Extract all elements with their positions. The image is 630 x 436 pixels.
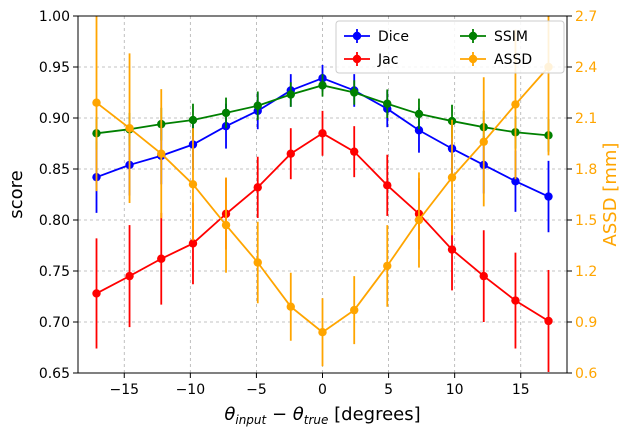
data-point	[253, 101, 262, 110]
data-point	[511, 100, 520, 109]
x-label-sub-input: input	[235, 413, 267, 427]
y2-tick-label: 2.1	[575, 111, 597, 127]
x-label-minus: −	[266, 404, 293, 425]
data-point	[511, 296, 520, 305]
data-point	[318, 328, 327, 337]
data-point	[350, 305, 359, 315]
y2-tick-label: 1.8	[575, 162, 597, 178]
data-point	[447, 173, 457, 182]
data-point	[447, 245, 457, 254]
data-point	[125, 271, 134, 281]
legend-label: ASSD	[494, 52, 532, 68]
legend-label: Dice	[378, 29, 409, 45]
y-tick-label: 0.90	[39, 111, 70, 127]
y2-tick-label: 0.6	[575, 366, 597, 382]
data-point	[221, 108, 231, 118]
y2-tick-label: 0.9	[575, 315, 597, 331]
legend: Dice Jac SSIM ASSD	[335, 20, 565, 74]
x-tick-label: −10	[176, 382, 206, 398]
data-point	[383, 261, 392, 271]
legend-marker	[468, 31, 478, 41]
series-jac	[92, 110, 553, 372]
y-axis-label: score	[6, 170, 27, 218]
data-point	[125, 124, 134, 133]
data-point	[414, 215, 424, 225]
data-point	[157, 149, 166, 158]
data-point	[544, 316, 553, 326]
x-tick-label: −5	[246, 382, 267, 398]
legend-box	[335, 20, 565, 74]
data-point	[318, 129, 327, 138]
ticks: −15 −10 −5 0 5 10 15 0.65 0.70 0.75 0.80 0.85 0.90 0.…	[39, 9, 598, 398]
x-label-theta: θ	[293, 404, 304, 425]
y-tick-label: 0.95	[39, 60, 70, 76]
x-axis-label: θinput − θtrue [degrees]	[224, 404, 420, 427]
x-tick-label: 15	[512, 382, 530, 398]
legend-marker	[468, 54, 478, 64]
y-tick-label: 0.80	[39, 213, 70, 229]
axis-labels: score ASSD [mm]θinput − θtrue [degrees]	[6, 143, 621, 427]
legend-item-dice: Dice	[344, 29, 409, 45]
data-point	[511, 177, 520, 186]
legend-marker	[352, 31, 362, 41]
y-tick-label: 1.00	[39, 9, 70, 25]
legend-label: Jac	[377, 52, 398, 68]
data-point	[479, 271, 488, 281]
data-point	[350, 88, 359, 97]
data-point	[188, 180, 198, 189]
y2-tick-label: 1.2	[575, 264, 597, 280]
x-tick-label: 10	[446, 382, 464, 398]
x-tick-label: 0	[318, 382, 327, 398]
y-tick-label: 0.85	[39, 162, 70, 178]
data-point	[253, 183, 262, 192]
data-point	[92, 289, 101, 298]
data-point	[318, 81, 327, 90]
data-point	[414, 109, 424, 119]
data-point	[286, 302, 295, 311]
data-point	[286, 149, 295, 158]
y-tick-label: 0.65	[39, 366, 70, 382]
data-point	[286, 90, 295, 99]
data-point	[253, 258, 262, 267]
data-point	[221, 220, 231, 230]
data-point	[188, 115, 198, 125]
y-tick-label: 0.70	[39, 315, 70, 331]
x-label-unit: [degrees]	[328, 404, 420, 425]
x-label-sub-true: true	[304, 413, 329, 427]
y2-tick-label: 1.5	[575, 213, 597, 229]
x-tick-label: 5	[384, 382, 393, 398]
data-point	[383, 181, 392, 190]
data-point	[188, 239, 198, 248]
data-point	[157, 254, 166, 263]
y-tick-label: 0.75	[39, 264, 70, 280]
legend-item-jac: Jac	[344, 52, 398, 68]
data-point	[350, 147, 359, 156]
data-point	[92, 98, 101, 107]
x-label-theta: θ	[224, 404, 235, 425]
data-point	[544, 192, 553, 201]
y2-tick-label: 2.4	[575, 60, 597, 76]
data-point	[383, 99, 392, 108]
y2-tick-label: 2.7	[575, 9, 597, 25]
legend-item-ssim: SSIM	[460, 29, 528, 45]
data-point	[414, 126, 424, 135]
legend-item-assd: ASSD	[460, 52, 532, 68]
x-tick-label: −15	[109, 382, 139, 398]
y2-axis-label: ASSD [mm]	[600, 143, 621, 247]
legend-label: SSIM	[494, 29, 528, 45]
data-point	[479, 137, 488, 146]
legend-marker	[352, 54, 362, 64]
